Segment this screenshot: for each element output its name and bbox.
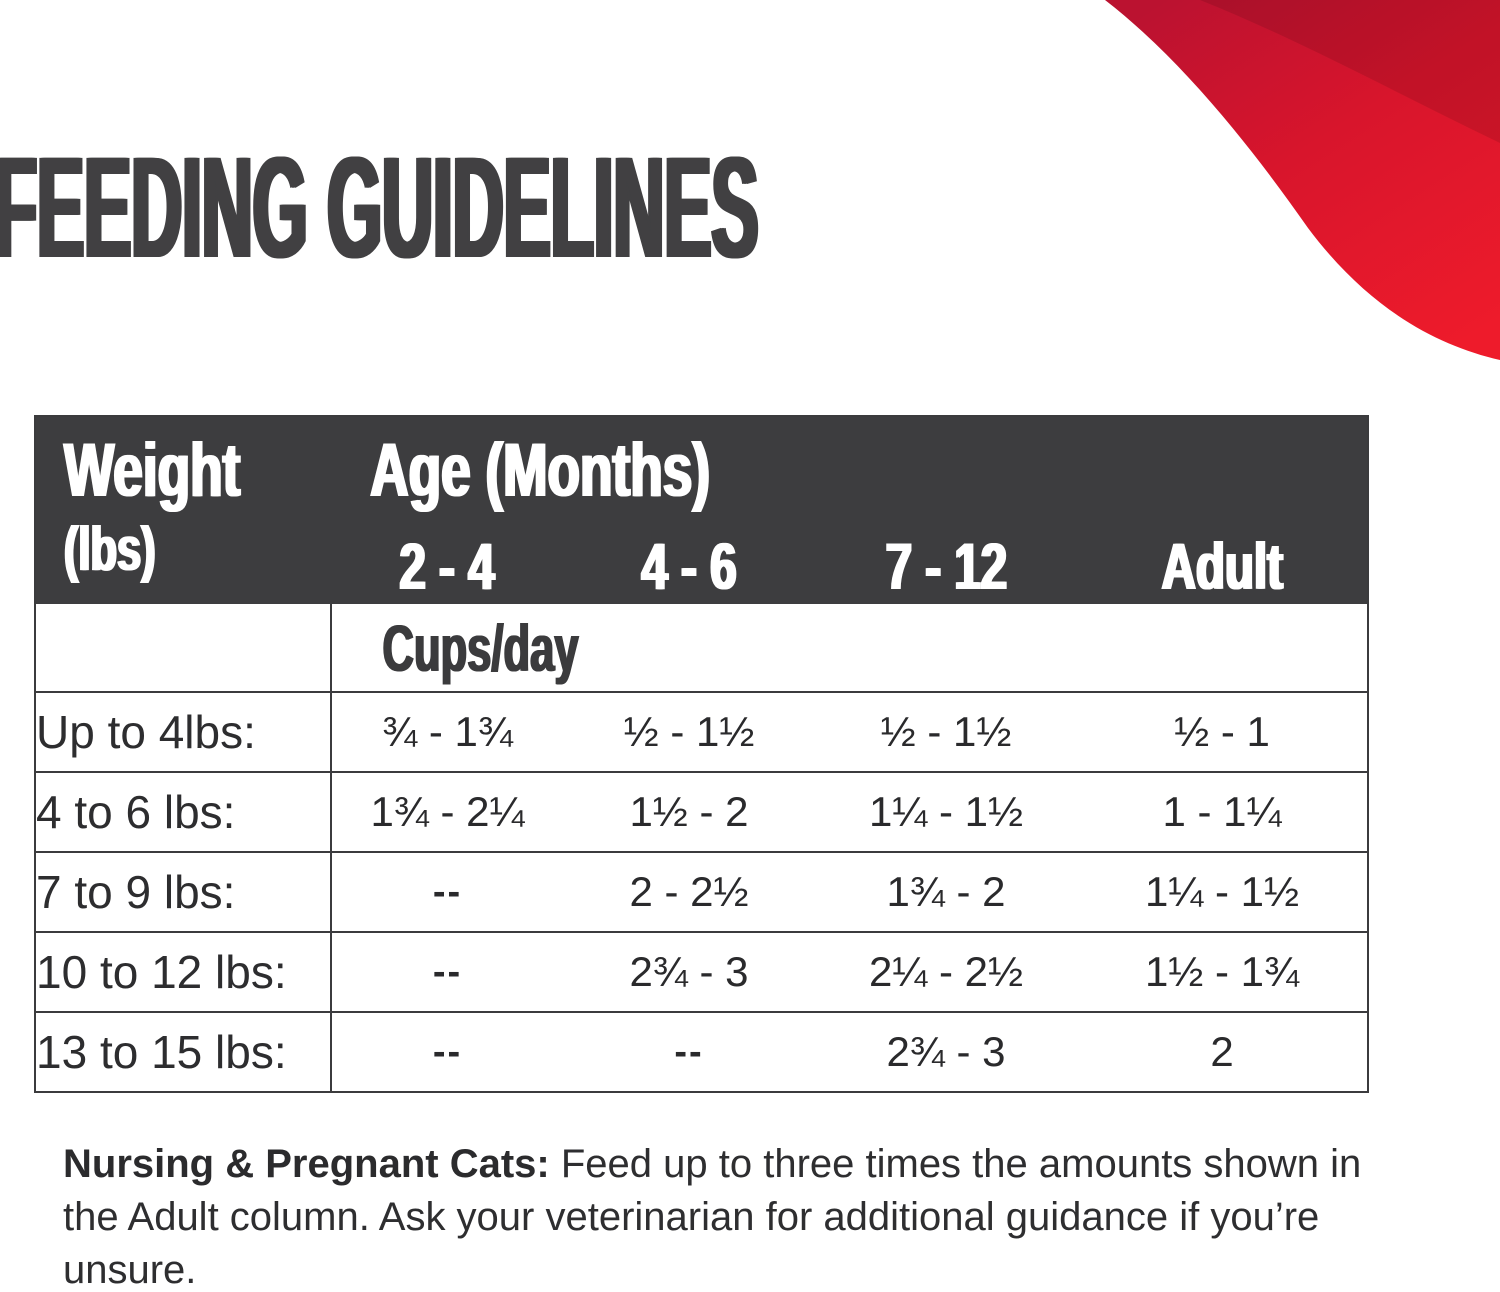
age-col-7-12-label: 7 - 12 <box>885 529 1007 603</box>
units-label: Cups/day <box>382 610 579 685</box>
table-row: 4 to 6 lbs: 1¾ - 2¼ 1½ - 2 1¼ - 1½ 1 - 1… <box>35 771 1369 852</box>
cups-value: 2 <box>1077 1011 1369 1092</box>
age-col-2-4: 2 - 4 <box>331 528 563 604</box>
weight-units-label: (lbs) <box>64 515 156 584</box>
cups-value: 1 - 1¼ <box>1077 771 1369 852</box>
units-label-cell: Cups/day <box>331 604 579 692</box>
cups-value: ½ - 1½ <box>563 691 815 772</box>
cups-value: -- <box>331 851 563 932</box>
red-swoosh-decoration <box>1105 0 1500 360</box>
table-row: 10 to 12 lbs: -- 2¾ - 3 2¼ - 2½ 1½ - 1¾ <box>35 931 1369 1012</box>
cups-value: 1¼ - 1½ <box>815 771 1077 852</box>
cups-value: 2 - 2½ <box>563 851 815 932</box>
row-weight-label: 13 to 15 lbs: <box>35 1011 332 1092</box>
cups-value: 2¾ - 3 <box>815 1011 1077 1092</box>
age-col-adult: Adult <box>1077 528 1369 604</box>
cups-value: 1¼ - 1½ <box>1077 851 1369 932</box>
cups-value: 1¾ - 2 <box>815 851 1077 932</box>
age-col-2-4-label: 2 - 4 <box>399 529 495 603</box>
weight-header-cell: Weight (lbs) <box>35 416 331 604</box>
footnote-text: Feed up to three times the amounts shown… <box>63 1142 1362 1292</box>
cups-value: 1¾ - 2¼ <box>331 771 563 852</box>
page-title-text: FEEDING GUIDELINES <box>0 127 759 288</box>
row-weight-label: 10 to 12 lbs: <box>35 931 332 1012</box>
cups-value: ½ - 1½ <box>815 691 1077 772</box>
units-row-empty <box>1077 604 1369 692</box>
row-weight-label: 4 to 6 lbs: <box>35 771 332 852</box>
footnote-lead: Nursing & Pregnant Cats: <box>63 1142 550 1186</box>
age-col-4-6-label: 4 - 6 <box>641 529 737 603</box>
row-weight-label: Up to 4lbs: <box>35 691 332 772</box>
header-row-top: Weight (lbs) Age (Months) <box>35 416 1369 604</box>
units-row-spacer <box>35 604 332 692</box>
table-row: 7 to 9 lbs: -- 2 - 2½ 1¾ - 2 1¼ - 1½ <box>35 851 1369 932</box>
age-header-label: Age (Months) <box>370 428 711 513</box>
header-row-age-columns: 2 - 4 4 - 6 7 - 12 Adult <box>35 528 1369 604</box>
units-row-empty <box>815 604 1077 692</box>
cups-value: ¾ - 1¾ <box>331 691 563 772</box>
table-row: 13 to 15 lbs: -- -- 2¾ - 3 2 <box>35 1011 1369 1092</box>
cups-value: 1½ - 1¾ <box>1077 931 1369 1012</box>
table-row: Up to 4lbs: ¾ - 1¾ ½ - 1½ ½ - 1½ ½ - 1 <box>35 691 1369 772</box>
cups-value: -- <box>563 1011 815 1092</box>
cups-value: -- <box>331 1011 563 1092</box>
age-col-7-12: 7 - 12 <box>815 528 1077 604</box>
row-weight-label: 7 to 9 lbs: <box>35 851 332 932</box>
page-title: FEEDING GUIDELINES <box>0 136 1500 280</box>
units-row: Cups/day <box>35 604 1369 692</box>
age-header-cell: Age (Months) <box>331 416 1369 528</box>
cups-value: 1½ - 2 <box>563 771 815 852</box>
age-col-adult-label: Adult <box>1161 529 1283 603</box>
cups-value: -- <box>331 931 563 1012</box>
units-row-empty <box>563 604 815 692</box>
footnote: Nursing & Pregnant Cats: Feed up to thre… <box>63 1138 1363 1292</box>
feeding-table-container: Weight (lbs) Age (Months) 2 - 4 4 - 6 7 … <box>34 415 1370 1093</box>
cups-value: ½ - 1 <box>1077 691 1369 772</box>
cups-value: 2¾ - 3 <box>563 931 815 1012</box>
feeding-table: Weight (lbs) Age (Months) 2 - 4 4 - 6 7 … <box>34 415 1370 1093</box>
age-col-4-6: 4 - 6 <box>563 528 815 604</box>
weight-header-label: Weight <box>64 428 241 513</box>
cups-value: 2¼ - 2½ <box>815 931 1077 1012</box>
